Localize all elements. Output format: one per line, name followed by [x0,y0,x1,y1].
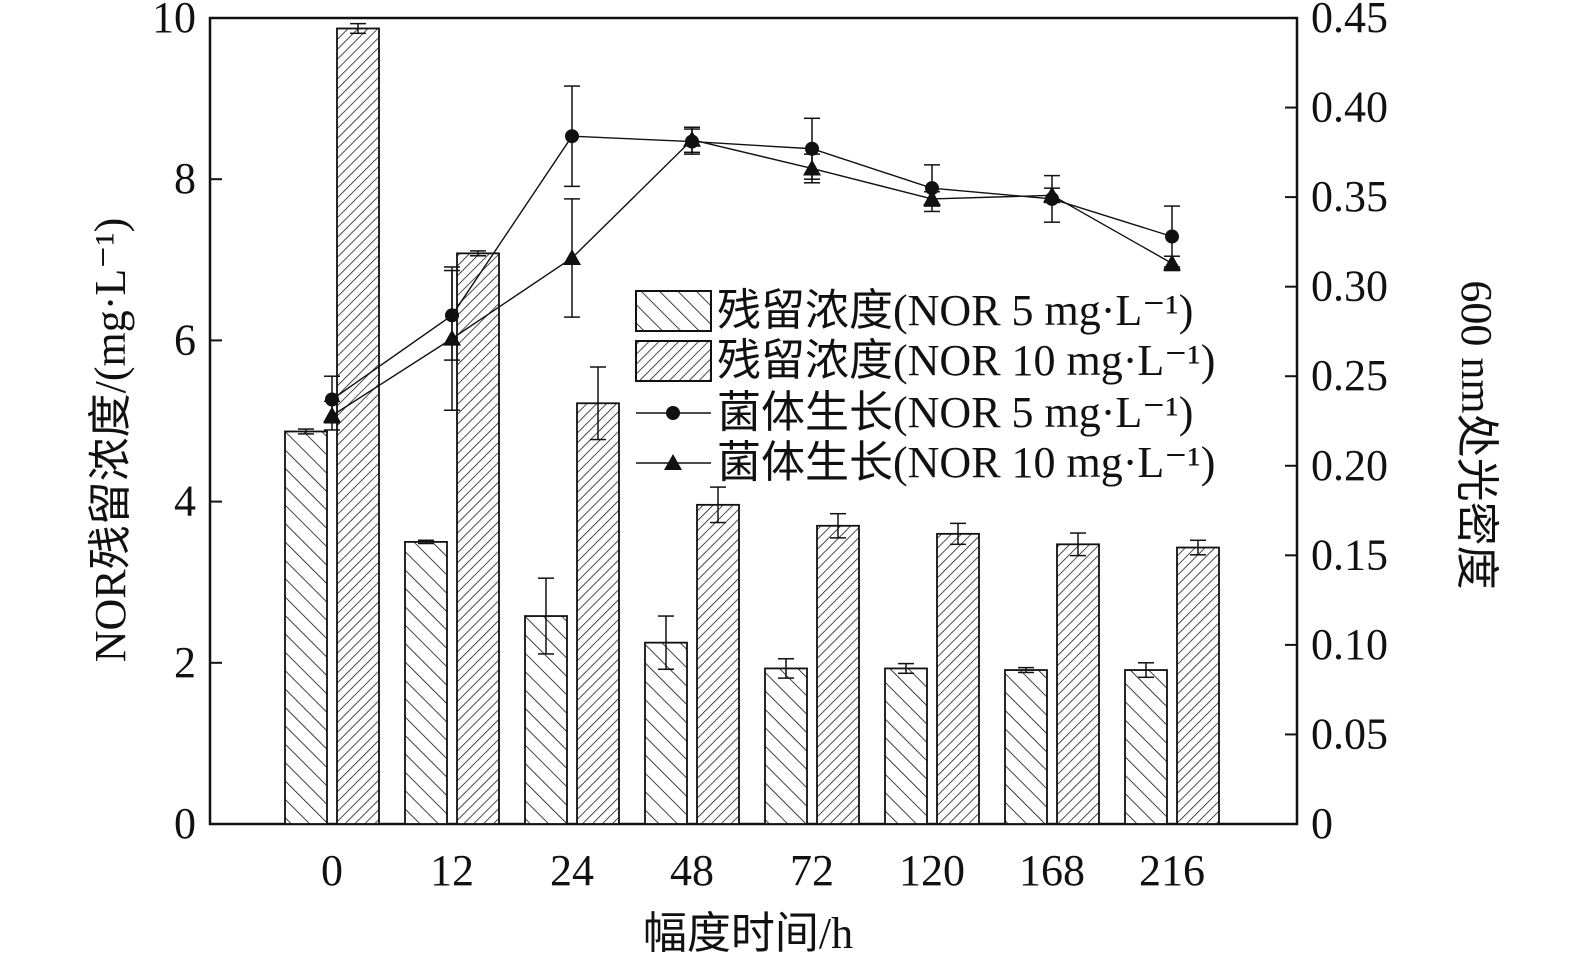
point-s0-0 [325,392,339,407]
point-s1-24 [563,249,581,266]
legend-label-line-10: 菌体生长(NOR 10 mg·L⁻¹) [717,438,1215,487]
bar-s0-0 [284,430,328,825]
legend-label-bar-5: 残留浓度(NOR 5 mg·L⁻¹) [717,286,1193,335]
x-tick-label-168: 168 [1019,846,1085,895]
bars-layer [284,22,1220,825]
y-left-tick-label-2: 2 [174,638,196,687]
x-tick-label-216: 216 [1139,846,1205,895]
y-axis-left: 0 2 4 6 8 10 [152,0,222,848]
y-right-tick-label-0.35: 0.35 [1311,172,1388,221]
bar-s0-72 [764,667,808,825]
bar-s1-120 [936,532,980,825]
x-tick-label-24: 24 [550,846,594,895]
y-left-tick-label-4: 4 [174,477,196,526]
legend-label-line-5: 菌体生长(NOR 5 mg·L⁻¹) [717,388,1193,437]
bar-s1-72 [816,524,860,825]
legend-marker-line-5 [666,406,680,420]
point-s1-0 [323,406,341,423]
point-s0-216 [1165,229,1179,244]
y-right-tick-label-0.40: 0.40 [1311,83,1388,132]
x-tick-label-12: 12 [430,846,474,895]
y-right-tick-label-0.10: 0.10 [1311,620,1388,669]
y-right-tick-label-0.45: 0.45 [1311,0,1388,42]
x-axis-label: 幅度时间/h [643,909,853,958]
y-right-tick-label-0.20: 0.20 [1311,441,1388,490]
plot-area-border [208,16,1299,826]
point-s1-168 [1043,186,1061,203]
x-tick-label-72: 72 [790,846,834,895]
legend-swatch-bar-10 [635,340,712,382]
x-tick-label-0: 0 [321,846,343,895]
point-s1-12 [443,329,461,346]
bar-s1-216 [1176,546,1220,825]
y-axis-right-label: 600 nm处光密度 [1452,280,1501,589]
bar-s0-216 [1124,669,1168,825]
y-right-tick-label-0.15: 0.15 [1311,530,1388,579]
y-right-tick-label-0.25: 0.25 [1311,351,1388,400]
legend-marker-line-10 [664,454,682,470]
bar-s1-168 [1056,543,1100,825]
bar-s1-0 [336,27,380,825]
bar-s1-12 [456,252,500,825]
y-left-tick-label-10: 10 [152,0,196,42]
y-left-tick-label-0: 0 [174,799,196,848]
y-left-tick-label-8: 8 [174,154,196,203]
point-s0-72 [805,141,819,156]
point-s1-72 [803,159,821,176]
point-s0-24 [565,129,579,144]
point-s1-216 [1163,254,1181,271]
line-series-0 [331,135,1173,401]
y-axis-left-label: NOR残留浓度/(mg·L⁻¹) [86,218,135,663]
point-s1-48 [683,130,701,147]
x-axis: 0 12 24 48 72 120 168 216 [321,846,1205,895]
bar-s0-12 [404,541,448,825]
x-tick-label-120: 120 [899,846,965,895]
bar-s1-24 [576,402,620,825]
bar-s0-48 [644,641,688,825]
y-right-tick-label-0.30: 0.30 [1311,262,1388,311]
legend-label-bar-10: 残留浓度(NOR 10 mg·L⁻¹) [717,336,1215,385]
y-right-tick-label-0: 0 [1311,799,1333,848]
bar-s1-48 [696,503,740,825]
x-tick-label-48: 48 [670,846,714,895]
legend-swatch-bar-5 [635,290,712,332]
y-axis-right: 0 0.05 0.10 0.15 0.20 0.25 0.30 0.35 0.40 0.45 [1285,0,1388,848]
line-series-1 [331,139,1173,417]
y-left-tick-label-6: 6 [174,315,196,364]
y-right-tick-label-0.05: 0.05 [1311,709,1388,758]
bar-s0-24 [524,615,568,825]
bar-s0-120 [884,667,928,825]
lines-layer [323,85,1181,431]
bar-s0-168 [1004,669,1048,825]
legend: 残留浓度(NOR 5 mg·L⁻¹) 残留浓度(NOR 10 mg·L⁻¹) 菌… [635,286,1215,487]
plot-frame [208,16,1299,826]
point-s1-120 [923,189,941,206]
